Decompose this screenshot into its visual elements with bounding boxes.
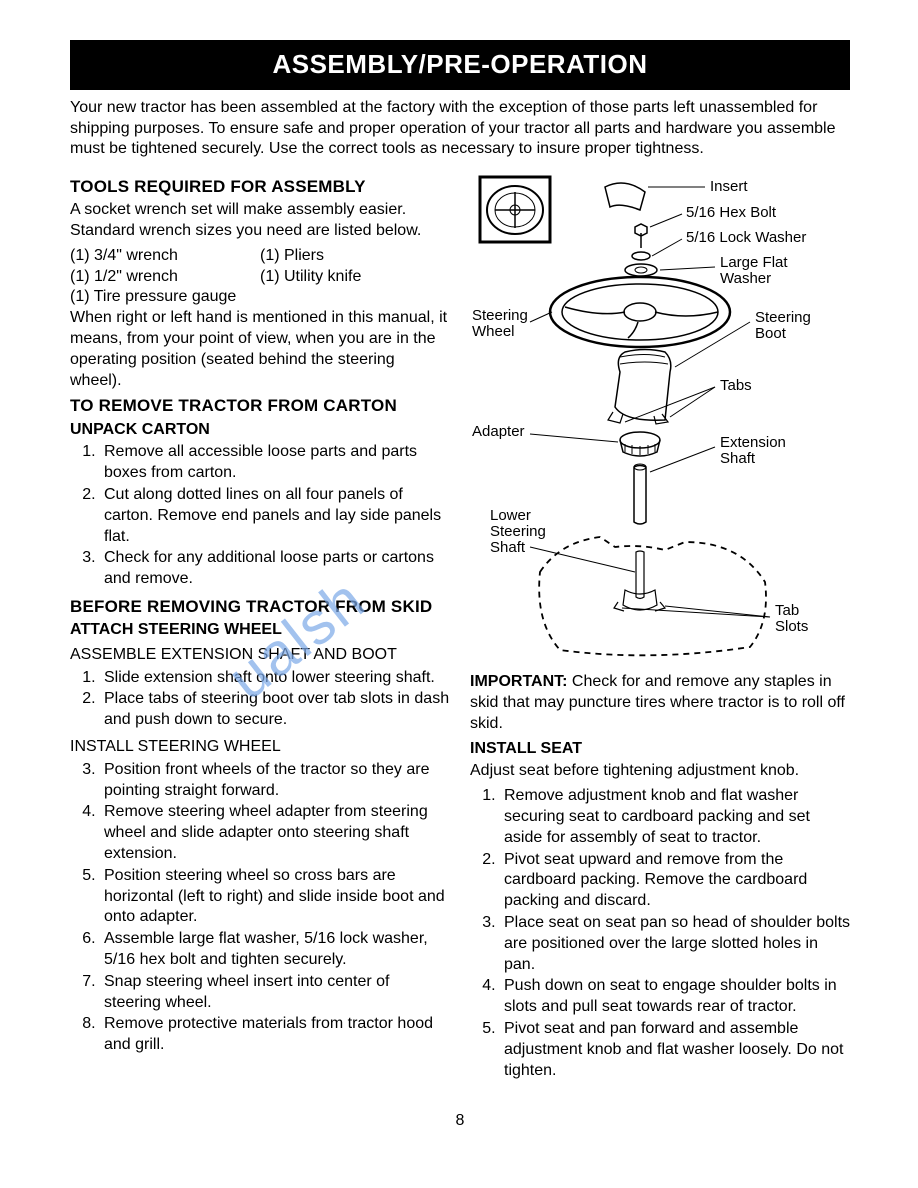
list-item: Push down on seat to engage shoulder bol… — [500, 976, 850, 1018]
label-lowershaft1: Lower — [490, 507, 531, 524]
tool-item: (1) 1/2" wrench — [70, 267, 260, 288]
tools-heading: TOOLS REQUIRED FOR ASSEMBLY — [70, 176, 450, 198]
label-extshaft1: Extension — [720, 434, 786, 451]
install-wheel-list: Position front wheels of the tractor so … — [70, 760, 450, 1056]
tool-item: (1) Tire pressure gauge — [70, 287, 260, 308]
unpack-subheading: UNPACK CARTON — [70, 420, 450, 441]
seat-heading: INSTALL SEAT — [470, 739, 850, 760]
label-steerwheel1: Steering — [472, 307, 528, 324]
steering-diagram: Insert 5/16 Hex Bolt 5/16 Lock Washer La… — [470, 172, 850, 662]
assemble-ext-heading: ASSEMBLE EXTENSION SHAFT AND BOOT — [70, 645, 450, 666]
list-item: Remove steering wheel adapter from steer… — [100, 802, 450, 864]
tools-list: (1) 3/4" wrench (1) 1/2" wrench (1) Tire… — [70, 246, 450, 308]
label-steerwheel2: Wheel — [472, 323, 515, 340]
remove-heading: TO REMOVE TRACTOR FROM CARTON — [70, 395, 450, 417]
tool-item: (1) Utility knife — [260, 267, 450, 288]
list-item: Snap steering wheel insert into center o… — [100, 972, 450, 1014]
intro-paragraph: Your new tractor has been assembled at t… — [70, 98, 850, 160]
hand-note: When right or left hand is mentioned in … — [70, 308, 450, 391]
page-number: 8 — [70, 1111, 850, 1132]
label-extshaft2: Shaft — [720, 450, 756, 467]
attach-subheading: ATTACH STEERING WHEEL — [70, 620, 450, 641]
list-item: Place seat on seat pan so head of should… — [500, 913, 850, 975]
list-item: Check for any additional loose parts or … — [100, 548, 450, 590]
tools-para: A socket wrench set will make assembly e… — [70, 200, 450, 242]
seat-para: Adjust seat before tightening adjustment… — [470, 761, 850, 782]
seat-list: Remove adjustment knob and flat washer s… — [470, 786, 850, 1081]
assemble-ext-list: Slide extension shaft onto lower steerin… — [70, 668, 450, 731]
list-item: Remove protective materials from tractor… — [100, 1014, 450, 1056]
right-column: Insert 5/16 Hex Bolt 5/16 Lock Washer La… — [470, 172, 850, 1087]
label-steerboot1: Steering — [755, 309, 811, 326]
list-item: Remove adjustment knob and flat washer s… — [500, 786, 850, 848]
label-lowershaft3: Shaft — [490, 539, 526, 556]
list-item: Place tabs of steering boot over tab slo… — [100, 689, 450, 731]
list-item: Cut along dotted lines on all four panel… — [100, 485, 450, 547]
tool-item: (1) Pliers — [260, 246, 450, 267]
label-lockwasher: 5/16 Lock Washer — [686, 229, 806, 246]
left-column: TOOLS REQUIRED FOR ASSEMBLY A socket wre… — [70, 172, 450, 1087]
list-item: Assemble large flat washer, 5/16 lock wa… — [100, 929, 450, 971]
label-flatwasher1: Large Flat — [720, 254, 788, 271]
important-label: IMPORTANT: — [470, 673, 567, 690]
important-note: IMPORTANT: Check for and remove any stap… — [470, 672, 850, 734]
label-adapter: Adapter — [472, 423, 525, 440]
label-flatwasher2: Washer — [720, 270, 771, 287]
label-tabs: Tabs — [720, 377, 752, 394]
label-steerboot2: Boot — [755, 325, 787, 342]
list-item: Slide extension shaft onto lower steerin… — [100, 668, 450, 689]
section-banner: ASSEMBLY/PRE-OPERATION — [70, 40, 850, 90]
label-insert: Insert — [710, 178, 748, 195]
list-item: Position steering wheel so cross bars ar… — [100, 866, 450, 928]
label-tabslots2: Slots — [775, 618, 808, 635]
install-wheel-heading: INSTALL STEERING WHEEL — [70, 737, 450, 758]
list-item: Pivot seat upward and remove from the ca… — [500, 850, 850, 912]
label-hexbolt: 5/16 Hex Bolt — [686, 204, 777, 221]
label-tabslots1: Tab — [775, 602, 799, 619]
list-item: Remove all accessible loose parts and pa… — [100, 442, 450, 484]
label-lowershaft2: Steering — [490, 523, 546, 540]
list-item: Pivot seat and pan forward and assemble … — [500, 1019, 850, 1081]
unpack-list: Remove all accessible loose parts and pa… — [70, 442, 450, 590]
list-item: Position front wheels of the tractor so … — [100, 760, 450, 802]
before-heading: BEFORE REMOVING TRACTOR FROM SKID — [70, 596, 450, 618]
tool-item: (1) 3/4" wrench — [70, 246, 260, 267]
